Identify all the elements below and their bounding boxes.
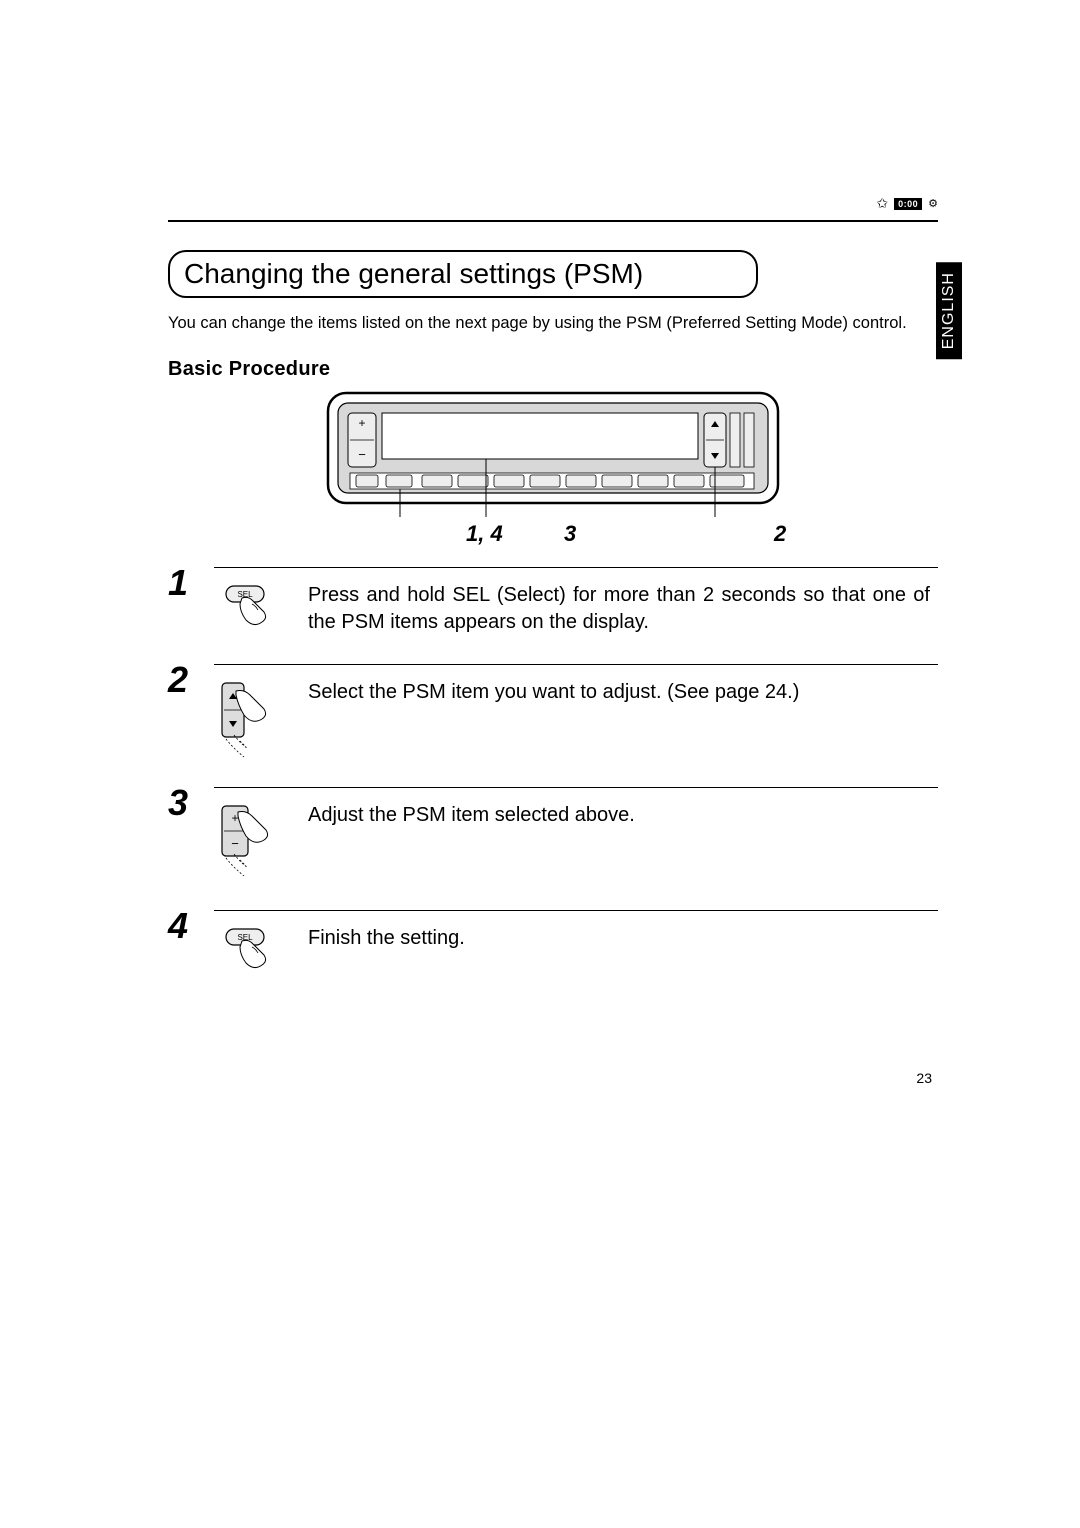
sel-button-icon: SEL [214, 582, 292, 640]
callout-3: 3 [564, 521, 576, 547]
step-text: Select the PSM item you want to adjust. … [308, 679, 938, 706]
section-title: Changing the general settings (PSM) [184, 258, 643, 289]
up-down-button-icon [214, 679, 292, 763]
top-rule [168, 220, 938, 222]
step-text: Adjust the PSM item selected above. [308, 802, 938, 829]
language-tab: ENGLISH [936, 262, 962, 359]
subheading: Basic Procedure [168, 358, 938, 381]
svg-text:+: + [231, 811, 238, 825]
svg-text:−: − [358, 447, 366, 462]
header-icon-strip: ✩ 0:00 ⚙ [876, 195, 938, 212]
step-number: 1 [168, 565, 188, 601]
callout-2: 2 [774, 521, 786, 547]
step-text: Press and hold SEL (Select) for more tha… [308, 582, 938, 636]
gear-icon: ⚙ [928, 197, 938, 210]
time-badge: 0:00 [894, 198, 922, 210]
step-number: 2 [168, 662, 188, 698]
diagram-callouts: 1, 4 3 2 [168, 521, 938, 561]
step-number: 3 [168, 785, 188, 821]
step-number: 4 [168, 908, 188, 944]
sel-button-icon: SEL [214, 925, 292, 983]
page-number: 23 [916, 1070, 932, 1086]
intro-text: You can change the items listed on the n… [168, 312, 938, 334]
step-text: Finish the setting. [308, 925, 938, 952]
callout-1-4: 1, 4 [466, 521, 503, 547]
svg-text:+: + [358, 416, 365, 430]
steps-list: 1 SEL Press and hold SEL (Select) for mo… [168, 567, 938, 1007]
plus-minus-button-icon: + − [214, 802, 292, 886]
device-diagram: + − [168, 391, 938, 519]
svg-text:−: − [231, 836, 239, 851]
star-icon: ✩ [876, 195, 888, 212]
section-title-box: Changing the general settings (PSM) [168, 250, 758, 298]
